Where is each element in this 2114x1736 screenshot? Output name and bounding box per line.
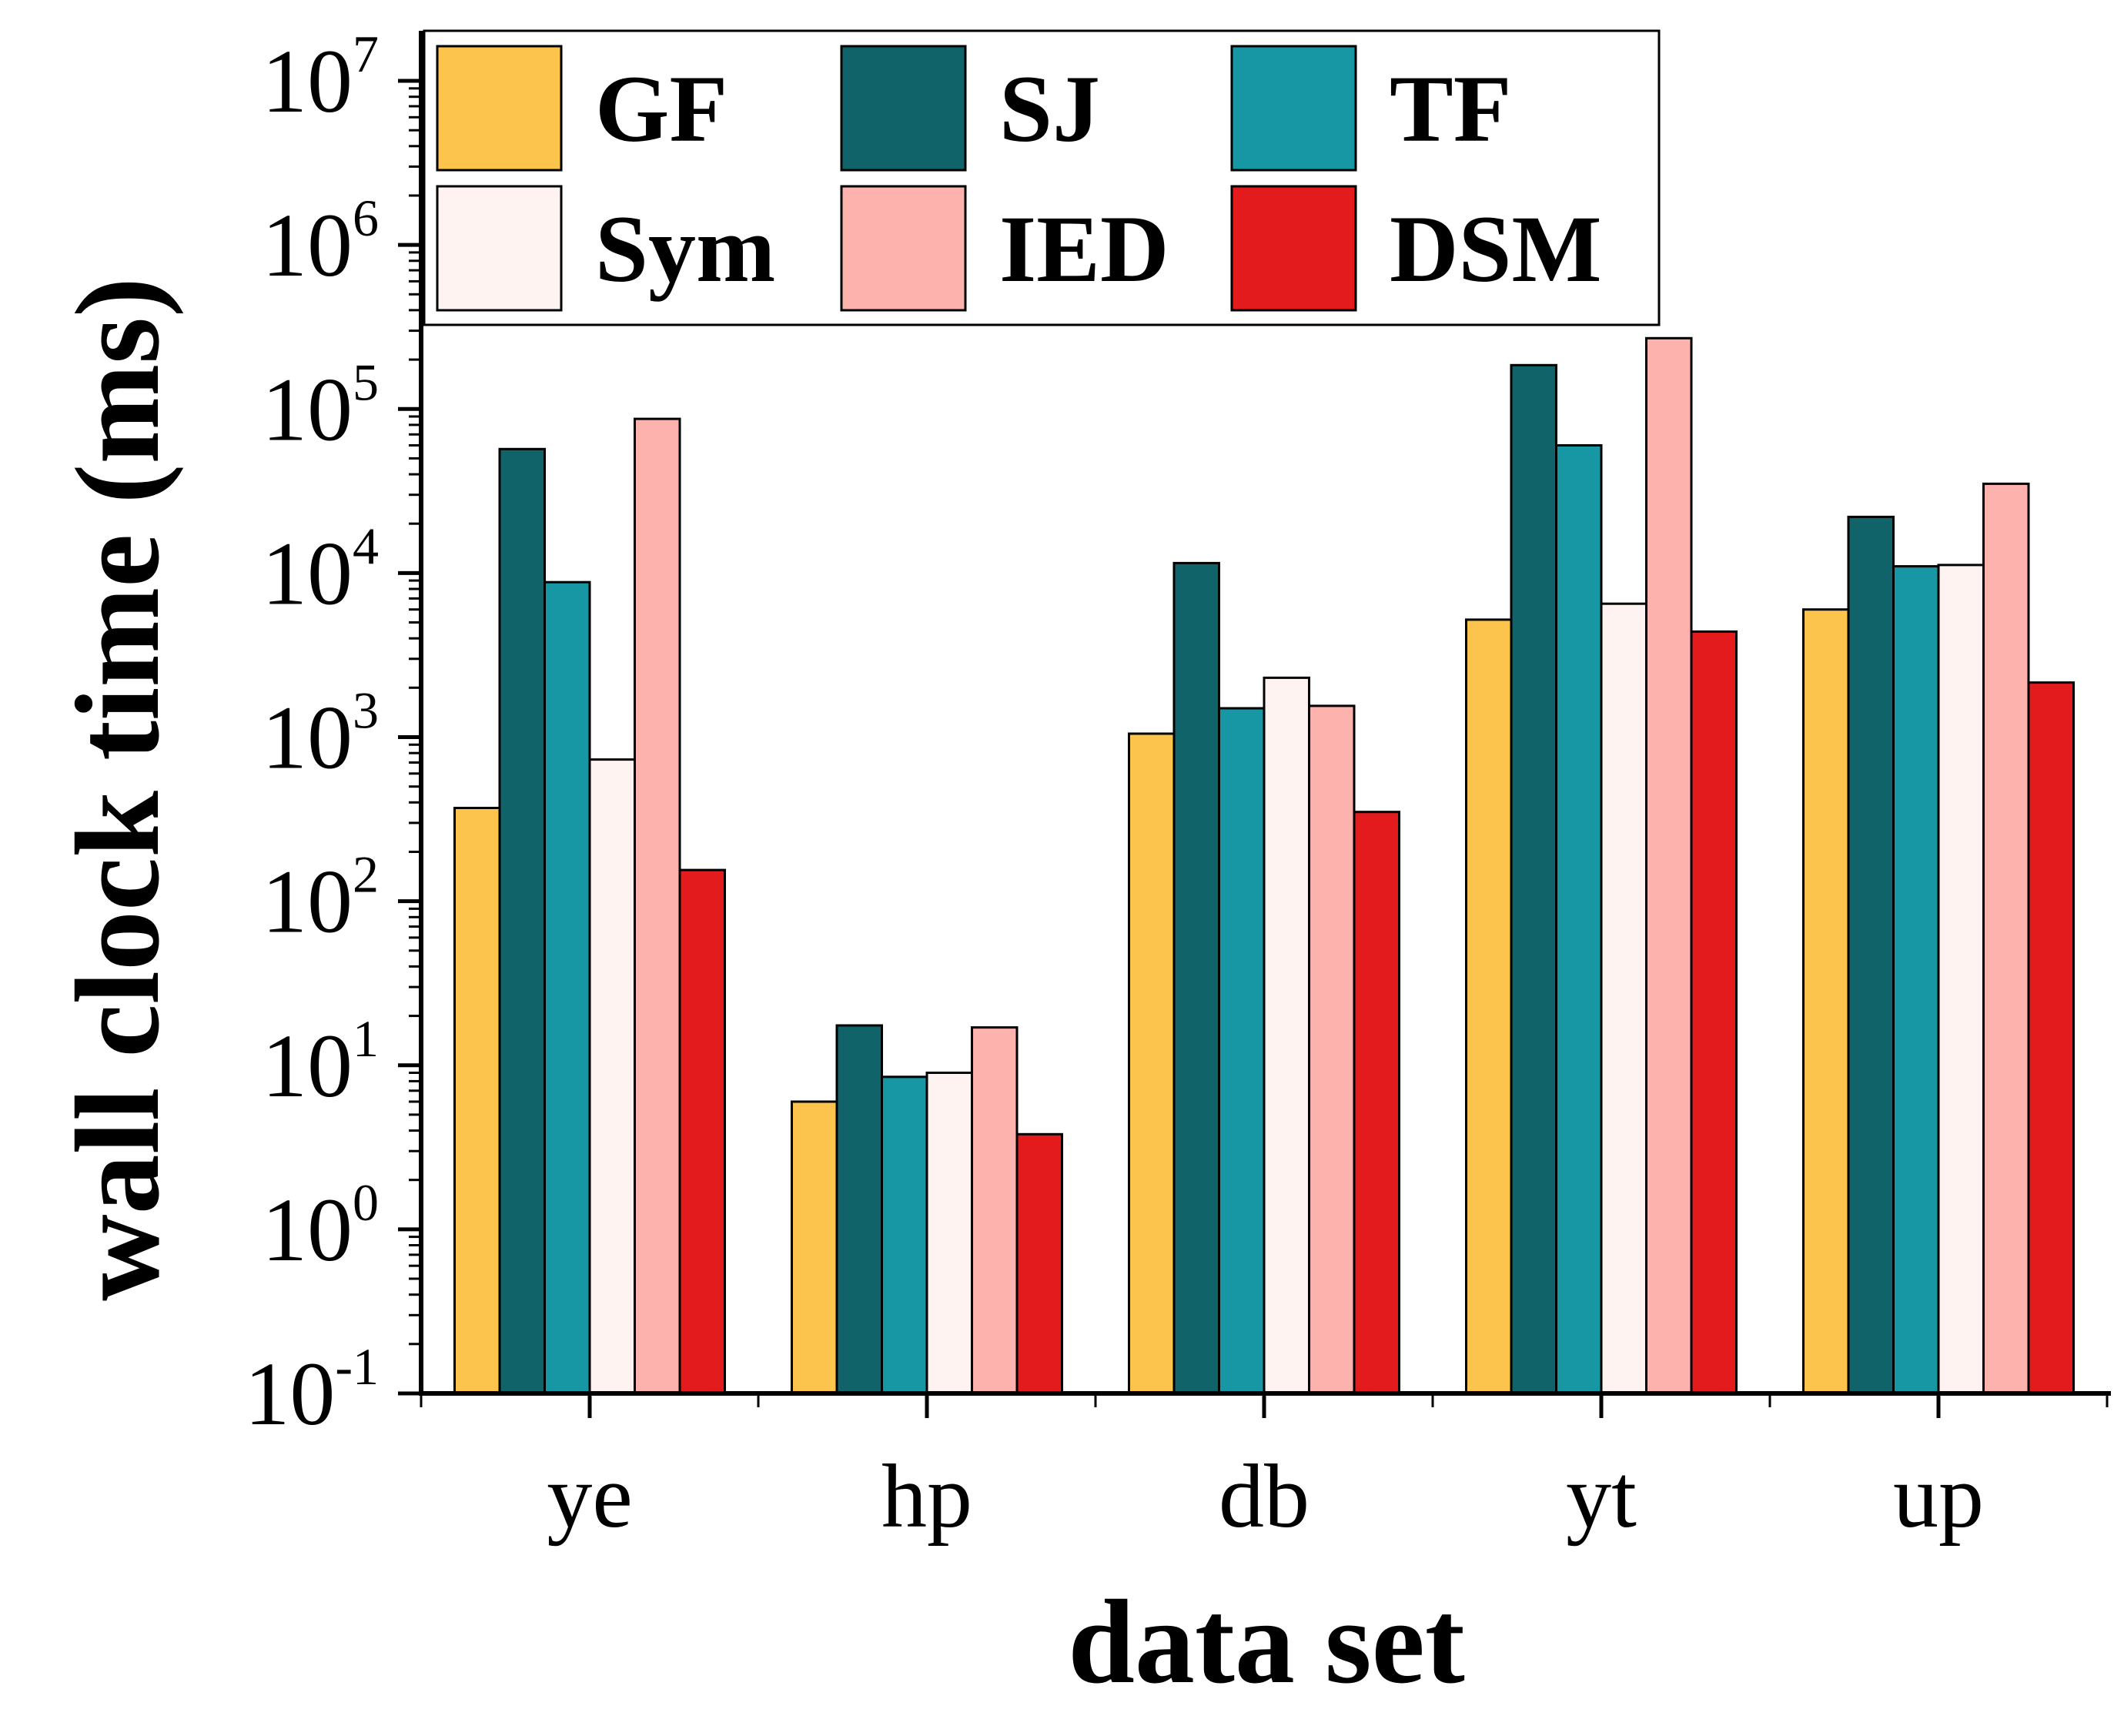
legend-swatch-tf [1230, 45, 1357, 172]
bar-ied-ye [634, 417, 681, 1395]
bar-sj-db [1172, 561, 1220, 1395]
bar-sym-db [1263, 676, 1310, 1395]
x-axis-ticks: ye hp db yt up [420, 1393, 2109, 1547]
bar-gf-yt [1465, 618, 1513, 1395]
y-tick-label: 100 [262, 1173, 379, 1280]
legend-swatch-gf [436, 45, 563, 172]
legend-label-sym: Sym [595, 196, 775, 302]
bar-dsm-hp [1015, 1132, 1063, 1395]
bar-ied-up [1982, 482, 2030, 1395]
legend-label-ied: IED [999, 196, 1169, 302]
bar-sj-yt [1510, 363, 1557, 1395]
bar-sj-up [1847, 515, 1895, 1395]
bar-tf-hp [881, 1075, 928, 1395]
bar-dsm-db [1353, 811, 1400, 1395]
bar-dsm-ye [678, 868, 726, 1395]
bar-gf-db [1128, 732, 1176, 1395]
bar-gf-ye [453, 807, 501, 1395]
y-tick-label: 104 [262, 517, 379, 624]
x-tick-label-db: db [1219, 1446, 1310, 1547]
bar-tf-up [1892, 565, 1940, 1395]
y-axis-title: wall clock time (ms) [51, 277, 184, 1301]
bar-sym-yt [1600, 602, 1647, 1395]
x-tick-label-yt: yt [1566, 1446, 1637, 1547]
x-tick-label-ye: ye [547, 1446, 632, 1547]
x-tick-label-hp: hp [881, 1446, 972, 1547]
bar-sj-hp [835, 1024, 883, 1395]
y-axis-ticks: 10-1 100 101 102 103 104 105 106 107 [244, 25, 421, 1444]
bar-ied-db [1308, 704, 1356, 1395]
y-tick-label: 10-1 [244, 1337, 379, 1444]
y-tick-label: 101 [262, 1009, 379, 1116]
legend-label-dsm: DSM [1390, 196, 1602, 302]
bar-sym-ye [588, 758, 636, 1395]
bar-ied-yt [1645, 336, 1693, 1395]
bar-gf-hp [791, 1100, 838, 1395]
bar-dsm-up [2027, 681, 2075, 1395]
bar-tf-db [1218, 707, 1266, 1395]
legend-swatch-sym [436, 185, 563, 312]
bar-gf-up [1802, 608, 1850, 1395]
bar-tf-yt [1555, 444, 1603, 1395]
y-tick-label: 102 [262, 845, 379, 952]
bars-group [453, 336, 2075, 1395]
bar-sym-hp [925, 1072, 973, 1395]
legend: GF SJ TF Sym IED DSM [423, 29, 1661, 326]
legend-label-tf: TF [1390, 56, 1511, 162]
x-tick-label-up: up [1893, 1446, 1984, 1547]
bar-dsm-yt [1690, 630, 1738, 1395]
legend-swatch-sj [840, 45, 967, 172]
bar-ied-hp [971, 1026, 1019, 1395]
bar-sj-ye [498, 447, 546, 1395]
legend-label-gf: GF [595, 56, 728, 162]
legend-box [423, 29, 1661, 326]
x-axis-title: data set [1068, 1575, 1465, 1708]
legend-swatch-ied [840, 185, 967, 312]
y-tick-label: 107 [262, 25, 379, 132]
bar-sym-up [1937, 564, 1985, 1395]
y-tick-label: 105 [262, 353, 379, 460]
bar-tf-ye [544, 580, 591, 1395]
legend-swatch-dsm [1230, 185, 1357, 312]
y-tick-label: 103 [262, 681, 379, 788]
legend-label-sj: SJ [999, 56, 1100, 162]
y-tick-label: 106 [262, 189, 379, 296]
